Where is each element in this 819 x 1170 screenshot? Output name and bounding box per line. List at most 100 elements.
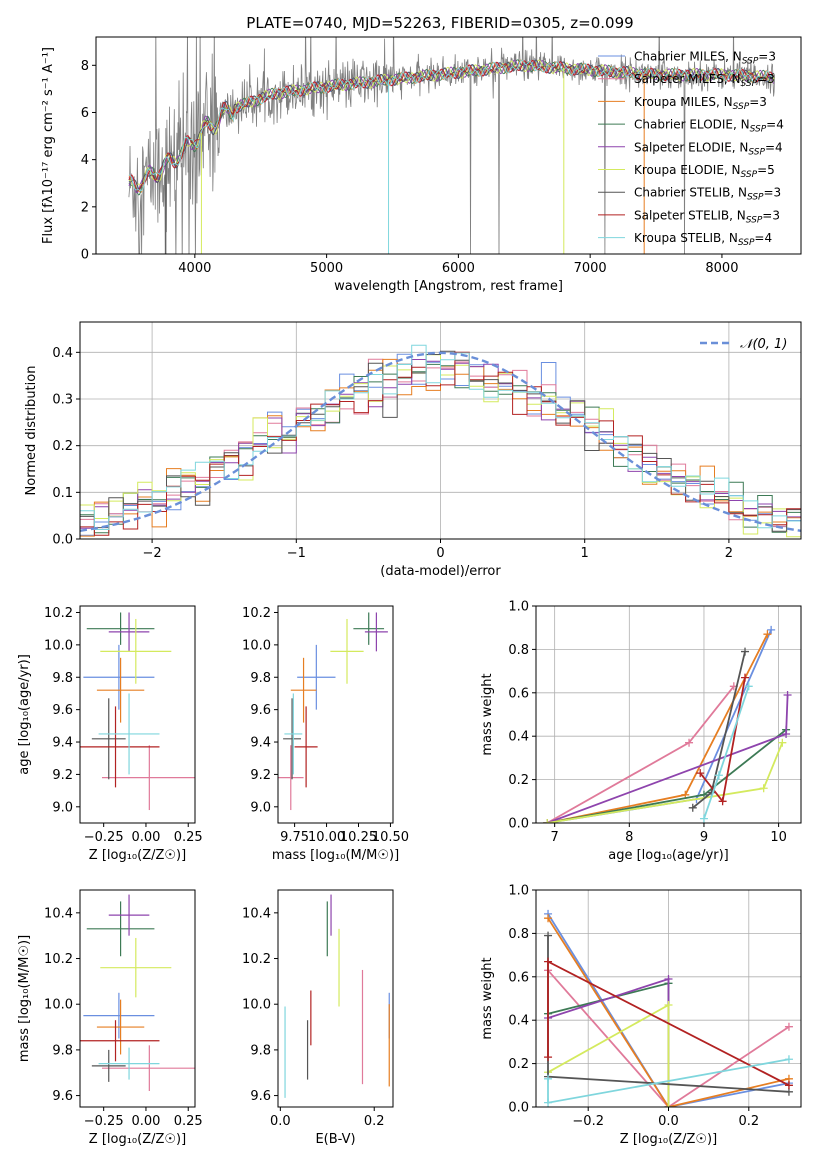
y-tick-label: 0 (81, 248, 89, 263)
y-tick-label: 0.2 (52, 439, 73, 454)
y-tick-label: 10.0 (44, 638, 73, 653)
weight-marker (685, 738, 694, 747)
weight-marker (744, 682, 753, 691)
x-axis-label: wavelength [Angstrom, rest frame] (334, 279, 563, 294)
y-axis-label: Flux [fλ10⁻¹⁷ erg cm⁻² s⁻¹ A⁻¹] (41, 47, 56, 244)
spectrum-model-kroupa-elodie (128, 59, 775, 188)
weight-marker (778, 738, 787, 747)
x-tick-label: 8000 (705, 261, 738, 276)
figure-title: PLATE=0740, MJD=52263, FIBERID=0305, z=0… (246, 14, 633, 32)
weight-marker (544, 957, 553, 966)
weight-marker (741, 673, 750, 682)
weight-line (547, 982, 670, 1107)
weight-marker (784, 1022, 793, 1031)
axes-weight_vs_Z: −0.2 0.0 0.2 0.0 0.2 0.4 0.6 0.8 1.0 Z [log₁₀(Z/Z… (480, 884, 802, 1147)
y-axis-label: Normed distribution (24, 366, 39, 496)
x-tick-label: 10 (770, 830, 787, 845)
x-axis-label: Z [log₁₀(Z/Z☉)] (620, 1132, 717, 1147)
x-tick-label: 8 (625, 830, 633, 845)
axes-frame (95, 36, 802, 255)
legend-label: Salpeter MILES, NSSP=3 (634, 72, 775, 89)
y-axis-label: age [log₁₀(age/yr)] (17, 654, 32, 775)
x-axis-label: age [log₁₀(age/yr)] (608, 848, 729, 863)
x-tick-label: 9.75 (280, 830, 309, 845)
x-tick-label: 0.0 (270, 1114, 291, 1129)
plot-area-residuals (80, 344, 801, 538)
plot-area-spectrum (128, 37, 775, 254)
weight-marker (714, 771, 723, 780)
weight-marker (664, 974, 673, 983)
x-tick-label: 4000 (178, 261, 211, 276)
y-tick-label: 0.6 (508, 686, 529, 701)
y-tick-label: 10.0 (242, 998, 271, 1013)
y-tick-label: 9.8 (250, 1043, 271, 1058)
y-tick-label: 9.2 (250, 768, 271, 783)
weight-marker (767, 625, 776, 634)
x-tick-label: 0.2 (364, 1114, 385, 1129)
x-tick-label: 5000 (310, 261, 343, 276)
y-tick-label: 9.6 (250, 703, 271, 718)
histogram-salpeter-stelib (80, 351, 801, 536)
y-tick-label: 10.0 (242, 638, 271, 653)
weight-marker (696, 769, 705, 778)
axes-frame (79, 605, 196, 824)
legend-label: Chabrier ELODIE, NSSP=4 (634, 118, 784, 135)
y-tick-label: 0.6 (508, 970, 529, 985)
y-tick-label: 10.0 (44, 998, 73, 1013)
spectrum-model-salpeter-stelib (128, 59, 775, 192)
x-tick-label: 1 (581, 546, 589, 561)
legend-label: Kroupa MILES, NSSP=3 (634, 95, 767, 112)
y-tick-label: 10.4 (44, 906, 73, 921)
weight-marker (699, 814, 708, 823)
x-tick-label: 7 (551, 830, 559, 845)
x-tick-label: 10.25 (340, 830, 377, 845)
x-tick-label: 0.25 (174, 1114, 203, 1129)
y-tick-label: 2 (81, 200, 89, 215)
axes-frame (277, 889, 394, 1108)
weight-marker (783, 690, 792, 699)
y-tick-label: 6 (81, 106, 89, 121)
y-tick-label: 0.2 (508, 773, 529, 788)
y-tick-label: 9.8 (52, 671, 73, 686)
x-tick-label: −0.25 (84, 1114, 124, 1129)
y-tick-label: 9.8 (52, 1043, 73, 1058)
y-tick-label: 9.4 (52, 736, 73, 751)
spectrum-legend: Chabrier MILES, NSSP=3 Salpeter MILES, NS… (598, 50, 784, 248)
x-tick-label: 0.25 (174, 830, 203, 845)
spectrum-model-chabrier-stelib (128, 59, 775, 190)
plot-area-mass_vs_ebv (284, 894, 390, 1098)
y-tick-label: 10.2 (242, 606, 271, 621)
axes-frame (277, 605, 394, 824)
axes-frame (535, 605, 802, 824)
y-axis-label: mass weight (480, 957, 495, 1039)
x-tick-label: 0 (436, 546, 444, 561)
legend-label: 𝒩(0, 1) (740, 337, 787, 352)
y-axis-label: mass weight (480, 673, 495, 755)
weight-marker (664, 1001, 673, 1010)
weight-marker (544, 914, 553, 923)
plot-area-weight_vs_age (543, 625, 792, 823)
y-tick-label: 10.2 (44, 952, 73, 967)
y-tick-label: 8 (81, 59, 89, 74)
axes-mass_vs_Z: −0.25 0.00 0.25 9.6 9.8 10.0 10.2 10.4 Z [log₁₀(… (17, 889, 203, 1147)
y-tick-label: 0.0 (52, 533, 73, 548)
y-tick-label: 10.4 (242, 906, 271, 921)
spectrum-model-salpeter-elodie (128, 59, 775, 194)
y-tick-label: 9.0 (250, 800, 271, 815)
x-axis-label: Z [log₁₀(Z/Z☉)] (89, 848, 186, 863)
axes-age_vs_Z: −0.25 0.00 0.25 9.0 9.2 9.4 9.6 9.8 10.0 10.2 Z [l… (17, 605, 203, 863)
weight-marker (544, 931, 553, 940)
x-tick-label: −0.2 (572, 1114, 604, 1129)
y-tick-label: 1.0 (508, 600, 529, 615)
plot-area-weight_vs_Z (544, 909, 793, 1107)
weight-marker (544, 1074, 553, 1083)
y-tick-label: 9.8 (250, 671, 271, 686)
spectrum-model-kroupa-stelib (128, 59, 775, 192)
y-tick-label: 9.6 (250, 1089, 271, 1104)
y-tick-label: 9.2 (52, 768, 73, 783)
weight-marker (763, 630, 772, 639)
axes-spectrum: 4000 5000 6000 7000 8000 0 2 4 6 8 wavelength [Ang… (41, 36, 802, 294)
residual-legend: 𝒩(0, 1) (700, 337, 787, 352)
legend-label: Chabrier STELIB, NSSP=3 (634, 186, 781, 203)
